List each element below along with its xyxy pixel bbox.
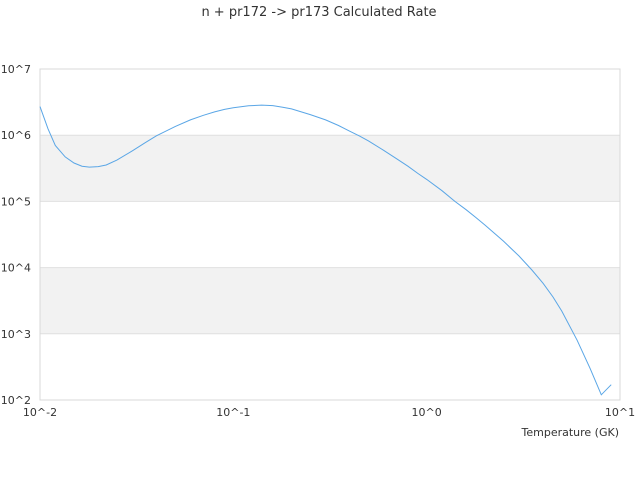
- x-tick-label: 10^-2: [23, 406, 57, 419]
- y-tick-label: 10^7: [1, 63, 31, 76]
- chart-title: n + pr172 -> pr173 Calculated Rate: [201, 5, 436, 20]
- x-tick-label: 10^-1: [216, 406, 250, 419]
- grid-band: [40, 267, 620, 334]
- y-tick-label: 10^4: [1, 262, 31, 275]
- plot-area: [39, 68, 621, 401]
- y-tick-label: 10^2: [1, 394, 31, 407]
- x-axis: 10^-2 10^-1 10^0 10^1: [23, 406, 635, 419]
- y-tick-label: 10^3: [1, 328, 31, 341]
- grid-bands: [40, 135, 620, 334]
- series-group: [39, 104, 612, 396]
- grid-band: [40, 135, 620, 202]
- y-axis: 10^2 10^3 10^4 10^5 10^6 10^7: [1, 63, 31, 407]
- y-tick-label: 10^6: [1, 129, 31, 142]
- x-tick-label: 10^0: [412, 406, 442, 419]
- x-axis-label: Temperature (GK): [521, 426, 620, 439]
- y-tick-label: 10^5: [1, 195, 31, 208]
- series-line: [39, 104, 612, 396]
- grid-lines: [40, 68, 620, 401]
- x-tick-label: 10^1: [605, 406, 635, 419]
